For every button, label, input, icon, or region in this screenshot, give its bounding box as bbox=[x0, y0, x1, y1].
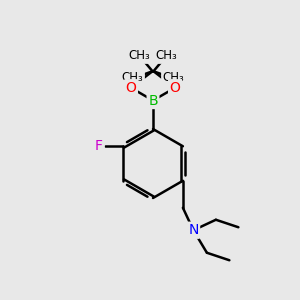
Text: N: N bbox=[188, 223, 199, 237]
Text: O: O bbox=[169, 81, 181, 95]
Text: F: F bbox=[95, 139, 103, 153]
Text: O: O bbox=[125, 81, 136, 95]
Text: CH₃: CH₃ bbox=[156, 50, 177, 62]
Text: CH₃: CH₃ bbox=[129, 50, 150, 62]
Text: CH₃: CH₃ bbox=[122, 71, 143, 84]
Text: CH₃: CH₃ bbox=[163, 71, 184, 84]
Text: B: B bbox=[148, 94, 158, 107]
